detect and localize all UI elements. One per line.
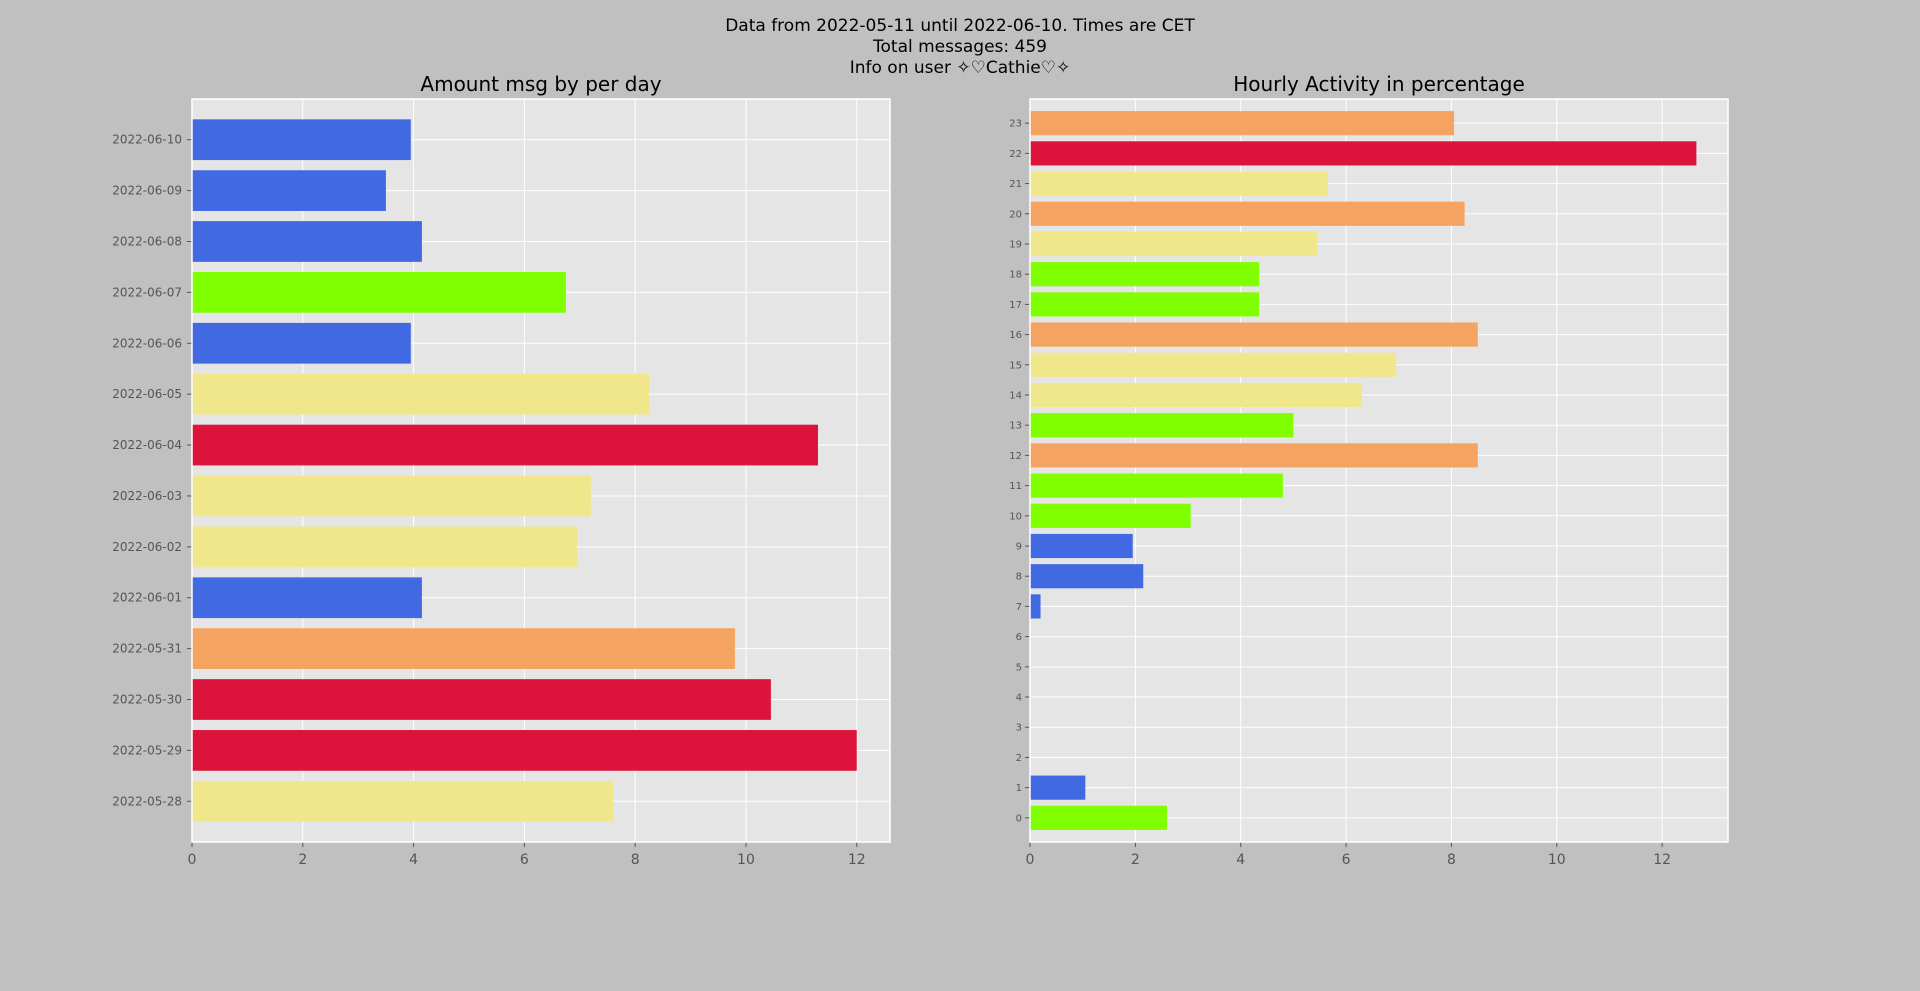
suptitle-total-messages: Total messages: 459 [873,37,1047,57]
y-tick-label: 14 [1009,390,1022,401]
y-tick-label: 2022-06-10 [112,133,182,147]
y-tick-label: 7 [1016,602,1022,613]
y-tick-label: 2 [1016,753,1022,764]
bar [1030,413,1294,438]
bar [192,373,650,415]
y-tick-label: 1 [1016,783,1022,794]
y-tick-label: 13 [1009,421,1022,432]
x-tick-label: 12 [848,852,866,868]
y-tick-label: 18 [1009,270,1022,281]
x-tick-label: 10 [1548,852,1566,868]
bar [1030,503,1191,528]
x-tick-label: 4 [409,852,418,868]
bar [1030,352,1397,377]
y-tick-label: 2022-06-08 [112,234,182,248]
x-tick-label: 6 [1342,852,1351,868]
bar [192,679,771,720]
y-tick-label: 2022-06-04 [112,438,182,452]
chart-title: Hourly Activity in percentage [1233,72,1525,96]
y-tick-label: 2022-06-02 [112,540,182,554]
x-tick-label: 6 [520,852,529,868]
y-tick-label: 2022-06-09 [112,184,182,198]
bar [192,119,411,161]
y-tick-label: 17 [1009,300,1022,311]
axes-frame [191,98,891,843]
y-tick-label: 12 [1009,451,1022,462]
bar [1030,382,1362,408]
y-tick-label: 2022-06-05 [112,387,182,401]
bar [1030,473,1283,498]
y-tick-label: 19 [1009,239,1022,250]
figure-suptitle: Data from 2022-05-11 until 2022-06-10. T… [0,16,1920,79]
bar [192,577,422,619]
suptitle-date-range: Data from 2022-05-11 until 2022-06-10. T… [725,16,1195,36]
bar [192,526,578,568]
bar [1030,564,1144,589]
bar [1030,322,1478,347]
y-tick-label: 5 [1016,662,1022,673]
bar [192,170,386,211]
bar [1030,443,1478,468]
y-tick-label: 2022-06-01 [112,591,182,605]
suptitle-user-info: Info on user ✧♡Cathie♡✧ [849,58,1071,78]
x-tick-label: 0 [1026,852,1035,868]
axes-frame [1029,98,1729,843]
x-tick-label: 2 [1131,852,1140,868]
bar [1030,262,1260,287]
y-tick-label: 22 [1009,149,1022,160]
y-tick-label: 0 [1016,813,1022,824]
y-tick-label: 6 [1016,632,1022,643]
bar [1030,775,1086,800]
chart-title: Amount msg by per day [420,72,661,96]
y-tick-label: 20 [1009,209,1022,220]
bar [1030,533,1133,559]
x-tick-label: 8 [631,852,640,868]
bar [1030,594,1041,619]
bar [1030,141,1697,166]
bar [192,424,818,466]
bar [192,322,411,364]
bar [192,780,614,822]
x-tick-label: 4 [1236,852,1245,868]
bar [1030,805,1167,830]
y-tick-label: 15 [1009,360,1022,371]
daily-messages-chart: 0 2 4 6 8 10 12 2022-05-28 2022-05-29 2022-05-30 2… [112,72,891,868]
bar [192,475,591,517]
y-tick-label: 3 [1016,723,1022,734]
x-tick-label: 12 [1653,852,1671,868]
bar [1030,201,1465,226]
y-tick-label: 2022-05-31 [112,642,182,656]
y-tick-label: 8 [1016,572,1022,583]
y-tick-label: 11 [1009,481,1022,492]
y-tick-label: 2022-06-07 [112,285,182,299]
y-tick-label: 2022-06-06 [112,336,182,350]
y-tick-label: 10 [1009,511,1022,522]
y-tick-label: 2022-05-28 [112,794,182,808]
y-tick-label: 4 [1016,693,1022,704]
y-tick-label: 2022-05-30 [112,693,182,707]
y-tick-label: 23 [1009,119,1022,130]
bar [1030,111,1455,136]
x-tick-label: 10 [737,852,755,868]
x-tick-label: 0 [188,852,197,868]
bar [1030,292,1260,317]
x-tick-label: 2 [298,852,307,868]
x-tick-label: 8 [1447,852,1456,868]
hourly-activity-chart: 0 2 4 6 8 10 120123456789101112131415161718192… [1009,72,1729,868]
y-tick-label: 2022-05-29 [112,743,182,757]
y-tick-label: 16 [1009,330,1022,341]
bar [192,221,422,262]
bar [192,272,566,313]
bar [1030,231,1318,257]
y-tick-label: 2022-06-03 [112,489,182,503]
y-tick-label: 21 [1009,179,1022,190]
bar [1030,171,1328,196]
bar [192,628,735,669]
y-tick-label: 9 [1016,542,1022,553]
bar [192,730,857,771]
